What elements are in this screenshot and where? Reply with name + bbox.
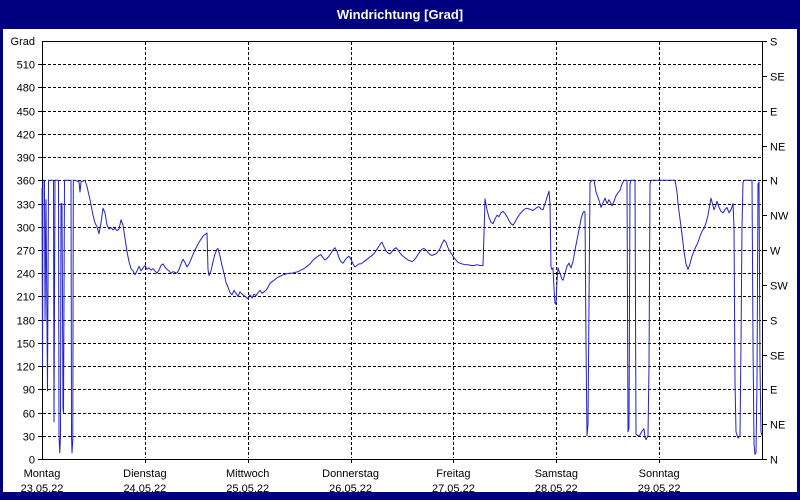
y-tick-label: 330 <box>17 200 35 212</box>
day-date-label: 23.05.22 <box>21 483 64 495</box>
compass-label: SE <box>770 351 785 363</box>
day-date-label: 25.05.22 <box>226 483 269 495</box>
window-title: Windrichtung [Grad] <box>336 7 464 22</box>
compass-label: S <box>770 316 777 328</box>
day-name-label: Montag <box>24 468 61 480</box>
y-tick-label: 30 <box>23 432 35 444</box>
compass-label: N <box>770 455 778 467</box>
compass-label: NW <box>770 211 789 223</box>
day-name-label: Sonntag <box>639 468 680 480</box>
day-date-label: 26.05.22 <box>329 483 372 495</box>
y-tick-label: 0 <box>29 455 35 467</box>
y-tick-label: 150 <box>17 339 35 351</box>
y-tick-label: 120 <box>17 362 35 374</box>
day-name-label: Dienstag <box>123 468 166 480</box>
day-date-label: 27.05.22 <box>432 483 475 495</box>
y-tick-label: 360 <box>17 176 35 188</box>
y-tick-label: 180 <box>17 316 35 328</box>
day-name-label: Donnerstag <box>322 468 379 480</box>
compass-label: E <box>770 107 777 119</box>
compass-label: E <box>770 385 777 397</box>
y-tick-label: 210 <box>17 292 35 304</box>
y-axis-label: Grad <box>11 36 35 48</box>
y-tick-label: 300 <box>17 223 35 235</box>
compass-label: SE <box>770 72 785 84</box>
compass-label: N <box>770 176 778 188</box>
day-name-label: Freitag <box>436 468 470 480</box>
day-date-label: 24.05.22 <box>123 483 166 495</box>
y-tick-label: 90 <box>23 385 35 397</box>
plot-border <box>42 41 763 460</box>
title-bar: Windrichtung [Grad] <box>0 0 800 29</box>
y-tick-label: 510 <box>17 60 35 72</box>
compass-label: NE <box>770 142 785 154</box>
day-date-label: 28.05.22 <box>535 483 578 495</box>
y-tick-label: 390 <box>17 153 35 165</box>
y-tick-label: 60 <box>23 409 35 421</box>
compass-label: SW <box>770 281 788 293</box>
y-tick-label: 240 <box>17 269 35 281</box>
y-tick-label: 420 <box>17 130 35 142</box>
day-name-label: Mittwoch <box>226 468 269 480</box>
compass-label: S <box>770 37 777 49</box>
y-tick-label: 270 <box>17 246 35 258</box>
compass-label: NE <box>770 420 785 432</box>
y-tick-label: 480 <box>17 83 35 95</box>
y-tick-label: 450 <box>17 107 35 119</box>
compass-label: W <box>770 246 781 258</box>
day-date-label: 29.05.22 <box>638 483 681 495</box>
day-name-label: Samstag <box>535 468 578 480</box>
wind-direction-line <box>41 179 763 455</box>
